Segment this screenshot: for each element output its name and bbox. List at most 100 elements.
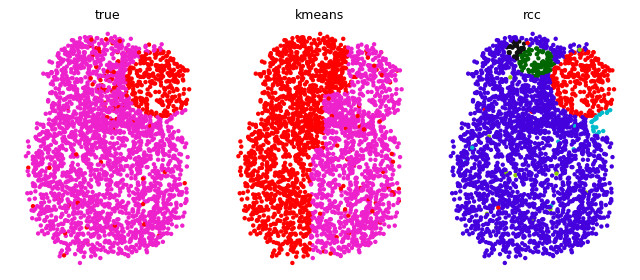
Point xyxy=(87,56,97,61)
Point xyxy=(543,99,553,103)
Point xyxy=(360,242,371,247)
Point xyxy=(114,77,124,81)
Point xyxy=(265,227,275,232)
Point xyxy=(98,129,108,133)
Point xyxy=(166,68,176,73)
Point xyxy=(288,77,298,81)
Point xyxy=(35,205,45,210)
Point xyxy=(161,59,172,63)
Point xyxy=(515,141,525,145)
Point xyxy=(102,150,112,155)
Point xyxy=(141,248,152,252)
Point xyxy=(583,226,593,231)
Point xyxy=(475,153,485,158)
Point xyxy=(34,155,44,160)
Point xyxy=(499,192,509,196)
Point xyxy=(41,131,51,136)
Point xyxy=(266,197,276,202)
Point xyxy=(84,162,95,167)
Point xyxy=(125,77,135,81)
Point xyxy=(527,121,538,125)
Point xyxy=(495,221,505,225)
Point xyxy=(264,152,274,157)
Point xyxy=(513,50,523,55)
Point xyxy=(106,187,116,192)
Point xyxy=(332,252,342,256)
Point xyxy=(540,120,550,124)
Point xyxy=(117,229,127,233)
Point xyxy=(108,63,118,67)
Point xyxy=(137,60,147,65)
Point xyxy=(117,226,127,231)
Point xyxy=(474,232,484,237)
Point xyxy=(573,214,583,219)
Point xyxy=(368,116,378,120)
Point xyxy=(93,46,104,51)
Point xyxy=(37,168,47,173)
Point xyxy=(324,117,334,121)
Point xyxy=(53,149,63,154)
Point xyxy=(154,90,164,94)
Point xyxy=(260,174,271,179)
Point xyxy=(65,200,76,205)
Point xyxy=(474,194,484,198)
Point xyxy=(289,77,299,81)
Point xyxy=(567,222,577,226)
Point xyxy=(527,69,538,74)
Point xyxy=(348,163,358,167)
Point xyxy=(502,93,512,98)
Point xyxy=(61,123,72,128)
Point xyxy=(564,185,574,190)
Point xyxy=(70,57,80,62)
Point xyxy=(381,89,391,94)
Point xyxy=(253,173,263,178)
Point xyxy=(82,135,92,140)
Point xyxy=(532,99,542,103)
Point xyxy=(150,184,161,188)
Point xyxy=(389,111,399,115)
Point xyxy=(69,186,79,190)
Point xyxy=(115,121,125,125)
Point xyxy=(115,129,125,133)
Point xyxy=(528,74,538,78)
Point xyxy=(76,246,86,250)
Point xyxy=(474,135,484,139)
Point xyxy=(515,175,525,179)
Point xyxy=(326,61,336,65)
Point xyxy=(255,144,266,149)
Point xyxy=(552,220,563,224)
Point xyxy=(492,130,502,135)
Point xyxy=(566,52,576,57)
Point xyxy=(337,118,347,123)
Point xyxy=(502,44,513,48)
Point xyxy=(305,212,316,217)
Point xyxy=(376,63,387,67)
Point xyxy=(520,59,531,64)
Point xyxy=(337,151,348,155)
Point xyxy=(518,107,529,112)
Point xyxy=(108,144,118,149)
Point xyxy=(113,217,124,221)
Point xyxy=(349,162,359,166)
Point xyxy=(490,95,500,99)
Point xyxy=(511,166,521,171)
Point xyxy=(516,176,527,181)
Point xyxy=(526,122,536,127)
Point xyxy=(520,50,530,54)
Point xyxy=(115,136,125,141)
Point xyxy=(504,86,515,91)
Point xyxy=(351,222,362,227)
Point xyxy=(588,50,598,55)
Point xyxy=(156,51,166,56)
Point xyxy=(160,88,170,92)
Point xyxy=(125,115,136,120)
Point xyxy=(578,196,588,200)
Point xyxy=(525,127,536,131)
Point xyxy=(300,247,310,251)
Point xyxy=(102,89,113,93)
Point xyxy=(154,227,164,231)
Point xyxy=(36,170,46,174)
Point xyxy=(339,176,349,180)
Point xyxy=(530,179,540,184)
Point xyxy=(551,54,561,59)
